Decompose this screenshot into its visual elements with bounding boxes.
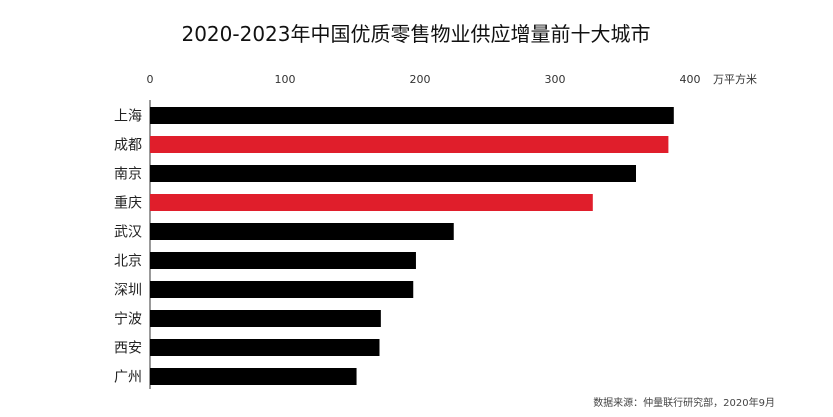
category-label: 南京 (114, 167, 142, 183)
bar (150, 252, 416, 269)
source-note: 数据来源：仲量联行研究部，2020年9月 (593, 396, 775, 409)
bar (150, 136, 669, 153)
category-label: 宁波 (114, 311, 142, 328)
bar (150, 165, 636, 182)
category-label: 上海 (114, 109, 142, 125)
category-label: 重庆 (114, 196, 142, 212)
category-label: 西安 (114, 341, 142, 357)
tick-label: 100 (275, 73, 296, 86)
axis-unit-label: 万平方米 (713, 72, 757, 86)
bar (150, 281, 414, 298)
bar (150, 339, 380, 356)
bar (150, 194, 593, 211)
bar (150, 310, 381, 327)
tick-label: 200 (410, 73, 431, 86)
category-label: 广州 (114, 370, 142, 386)
x-axis-ticks: 0 100 200 300 400 (147, 73, 701, 86)
category-label: 成都 (114, 138, 142, 154)
tick-label: 400 (680, 73, 701, 86)
bar (150, 368, 357, 385)
bars-group (150, 107, 674, 385)
category-label: 深圳 (114, 283, 142, 299)
category-label: 武汉 (114, 225, 142, 241)
category-label: 北京 (114, 254, 142, 270)
bar (150, 107, 674, 124)
tick-label: 0 (147, 73, 154, 86)
bar (150, 223, 454, 240)
chart-title: 2020-2023年中国优质零售物业供应增量前十大城市 (181, 22, 650, 46)
tick-label: 300 (545, 73, 566, 86)
